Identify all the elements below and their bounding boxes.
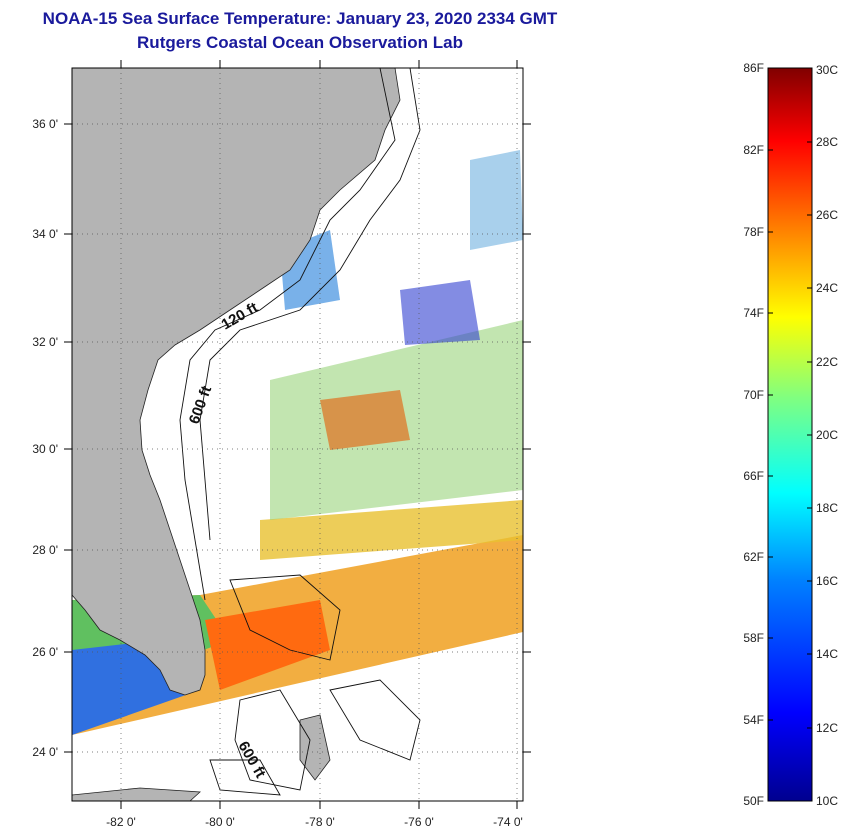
colorbar-c-label: 14C	[816, 647, 838, 661]
colorbar-c-label: 24C	[816, 281, 838, 295]
colorbar-c-label: 18C	[816, 501, 838, 515]
colorbar-f-label: 82F	[743, 143, 764, 157]
map-area: 120 ft 600 ft 600 ft	[72, 68, 523, 801]
colorbar-c-label: 30C	[816, 63, 838, 77]
colorbar-f-label: 86F	[743, 61, 764, 75]
latitude-label: 34 0'	[32, 227, 58, 241]
colorbar-c-label: 12C	[816, 721, 838, 735]
colorbar-f-label: 58F	[743, 631, 764, 645]
map-subtitle: Rutgers Coastal Ocean Observation Lab	[137, 33, 463, 52]
island	[299, 714, 331, 781]
map-grid	[72, 68, 523, 801]
axis-ticks	[64, 60, 531, 809]
sst-data-layer	[72, 150, 523, 735]
latitude-label: 32 0'	[32, 335, 58, 349]
map-frame	[71, 67, 524, 802]
longitude-label: -74 0'	[493, 815, 523, 829]
longitude-label: -76 0'	[404, 815, 434, 829]
colorbar-f-label: 70F	[743, 388, 764, 402]
bathymetry-contours	[179, 68, 421, 796]
latitude-label: 26 0'	[32, 645, 58, 659]
longitude-label: -80 0'	[205, 815, 235, 829]
colorbar-c-label: 16C	[816, 574, 838, 588]
latitude-label: 28 0'	[32, 543, 58, 557]
map-title: NOAA-15 Sea Surface Temperature: January…	[42, 9, 558, 28]
colorbar-c-label: 10C	[816, 794, 838, 808]
latitude-label: 24 0'	[32, 745, 58, 759]
colorbar: 86F 82F 78F 74F 70F 66F 62F 58F 54F 50F …	[743, 61, 838, 808]
land-mass	[72, 68, 401, 696]
longitude-label: -82 0'	[106, 815, 136, 829]
colorbar-c-label: 20C	[816, 428, 838, 442]
colorbar-c-label: 26C	[816, 208, 838, 222]
colorbar-f-label: 50F	[743, 794, 764, 808]
colorbar-f-label: 62F	[743, 550, 764, 564]
latitude-label: 30 0'	[32, 442, 58, 456]
colorbar-f-label: 74F	[743, 306, 764, 320]
longitude-label: -78 0'	[305, 815, 335, 829]
colorbar-c-label: 22C	[816, 355, 838, 369]
colorbar-scale	[767, 67, 813, 802]
colorbar-f-label: 54F	[743, 713, 764, 727]
colorbar-f-label: 66F	[743, 469, 764, 483]
colorbar-f-label: 78F	[743, 225, 764, 239]
latitude-label: 36 0'	[32, 117, 58, 131]
colorbar-c-label: 28C	[816, 135, 838, 149]
island	[72, 787, 201, 801]
